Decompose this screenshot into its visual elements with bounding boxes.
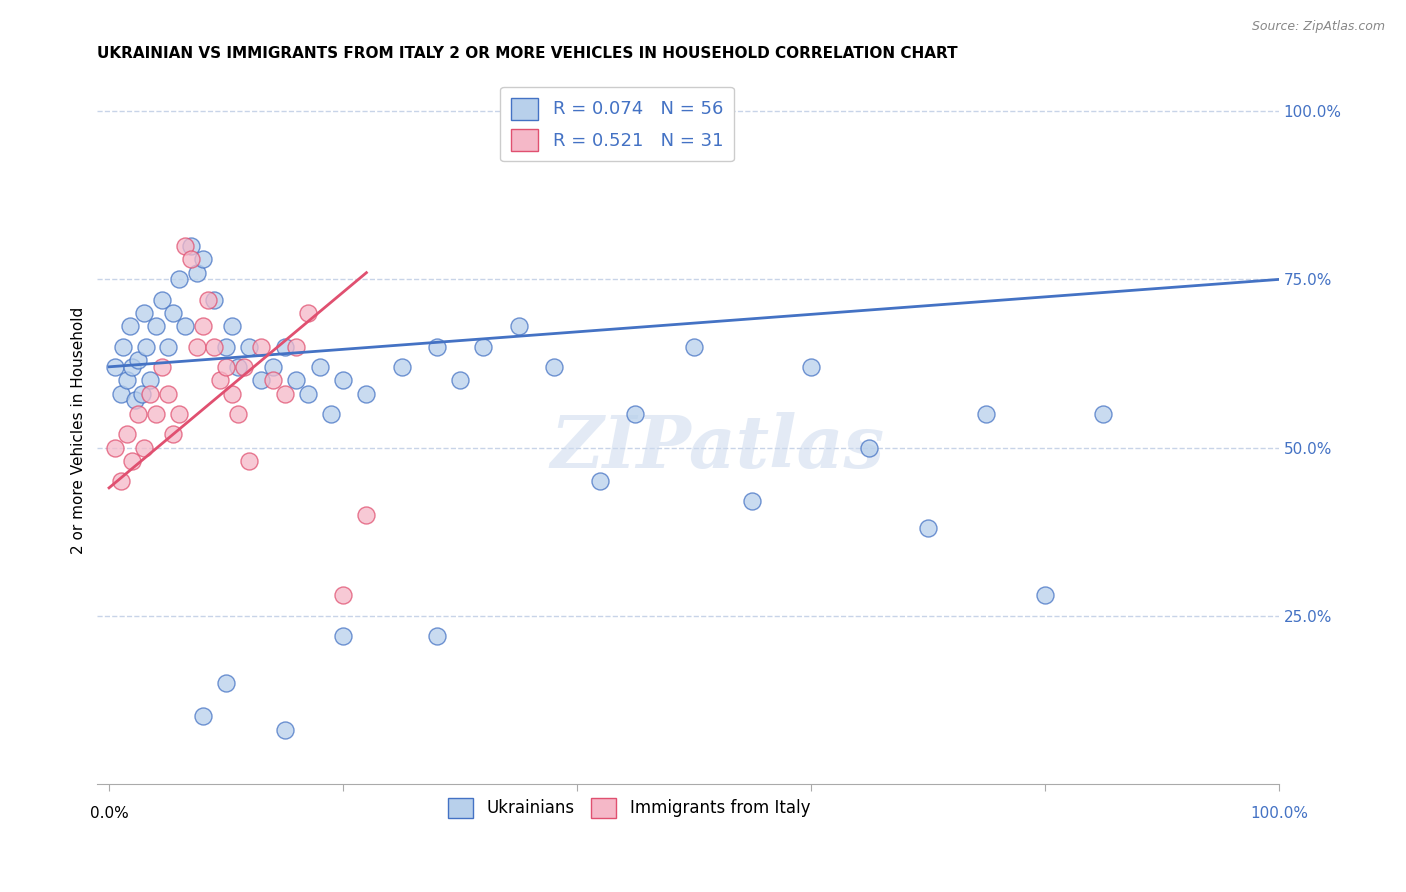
Point [215,359,238,374]
Point [221,319,243,334]
Point [683,340,706,354]
Point [262,373,284,387]
Point [104,441,127,455]
Point [321,407,343,421]
Text: Source: ZipAtlas.com: Source: ZipAtlas.com [1251,20,1385,33]
Point [145,319,167,334]
Point [167,272,190,286]
Point [238,340,260,354]
Point [917,521,939,535]
Point [226,359,249,374]
Point [139,373,162,387]
Point [297,386,319,401]
Point [156,340,179,354]
Point [202,340,225,354]
Point [238,454,260,468]
Point [110,386,132,401]
Point [449,373,471,387]
Point [139,386,162,401]
Point [1033,589,1056,603]
Point [308,359,330,374]
Point [145,407,167,421]
Point [191,319,214,334]
Point [250,340,273,354]
Point [215,340,238,354]
Point [356,508,378,522]
Point [121,454,143,468]
Point [297,306,319,320]
Point [186,340,208,354]
Text: 100.0%: 100.0% [1250,806,1308,822]
Point [332,373,354,387]
Point [150,293,173,307]
Point [221,386,243,401]
Point [131,386,153,401]
Point [180,239,202,253]
Point [426,340,449,354]
Point [589,474,612,488]
Point [273,386,295,401]
Point [215,676,238,690]
Text: UKRAINIAN VS IMMIGRANTS FROM ITALY 2 OR MORE VEHICLES IN HOUSEHOLD CORRELATION C: UKRAINIAN VS IMMIGRANTS FROM ITALY 2 OR … [97,46,957,62]
Point [356,386,378,401]
Point [250,373,273,387]
Point [135,340,157,354]
Point [332,629,354,643]
Point [156,386,179,401]
Point [115,373,138,387]
Point [508,319,530,334]
Point [1092,407,1115,421]
Point [127,407,149,421]
Legend: Ukrainians, Immigrants from Italy: Ukrainians, Immigrants from Italy [441,791,817,825]
Text: ZIPatlas: ZIPatlas [550,412,884,483]
Point [104,359,127,374]
Point [124,393,146,408]
Point [186,266,208,280]
Point [232,359,254,374]
Point [226,407,249,421]
Point [262,359,284,374]
Point [127,353,149,368]
Point [180,252,202,267]
Point [134,441,156,455]
Point [285,373,308,387]
Point [112,340,135,354]
Point [624,407,647,421]
Point [121,359,143,374]
Point [202,293,225,307]
Point [162,306,184,320]
Text: 0.0%: 0.0% [90,806,128,822]
Point [543,359,565,374]
Point [391,359,413,374]
Point [115,427,138,442]
Point [191,709,214,723]
Point [285,340,308,354]
Point [858,441,880,455]
Point [174,319,197,334]
Point [273,340,295,354]
Point [120,319,142,334]
Point [332,589,354,603]
Point [134,306,156,320]
Point [150,359,173,374]
Point [426,629,449,643]
Point [273,723,295,737]
Point [110,474,132,488]
Point [191,252,214,267]
Point [174,239,197,253]
Point [741,494,763,508]
Point [209,373,232,387]
Point [472,340,495,354]
Point [800,359,823,374]
Point [167,407,190,421]
Point [162,427,184,442]
Y-axis label: 2 or more Vehicles in Household: 2 or more Vehicles in Household [72,307,86,554]
Point [976,407,998,421]
Point [197,293,219,307]
